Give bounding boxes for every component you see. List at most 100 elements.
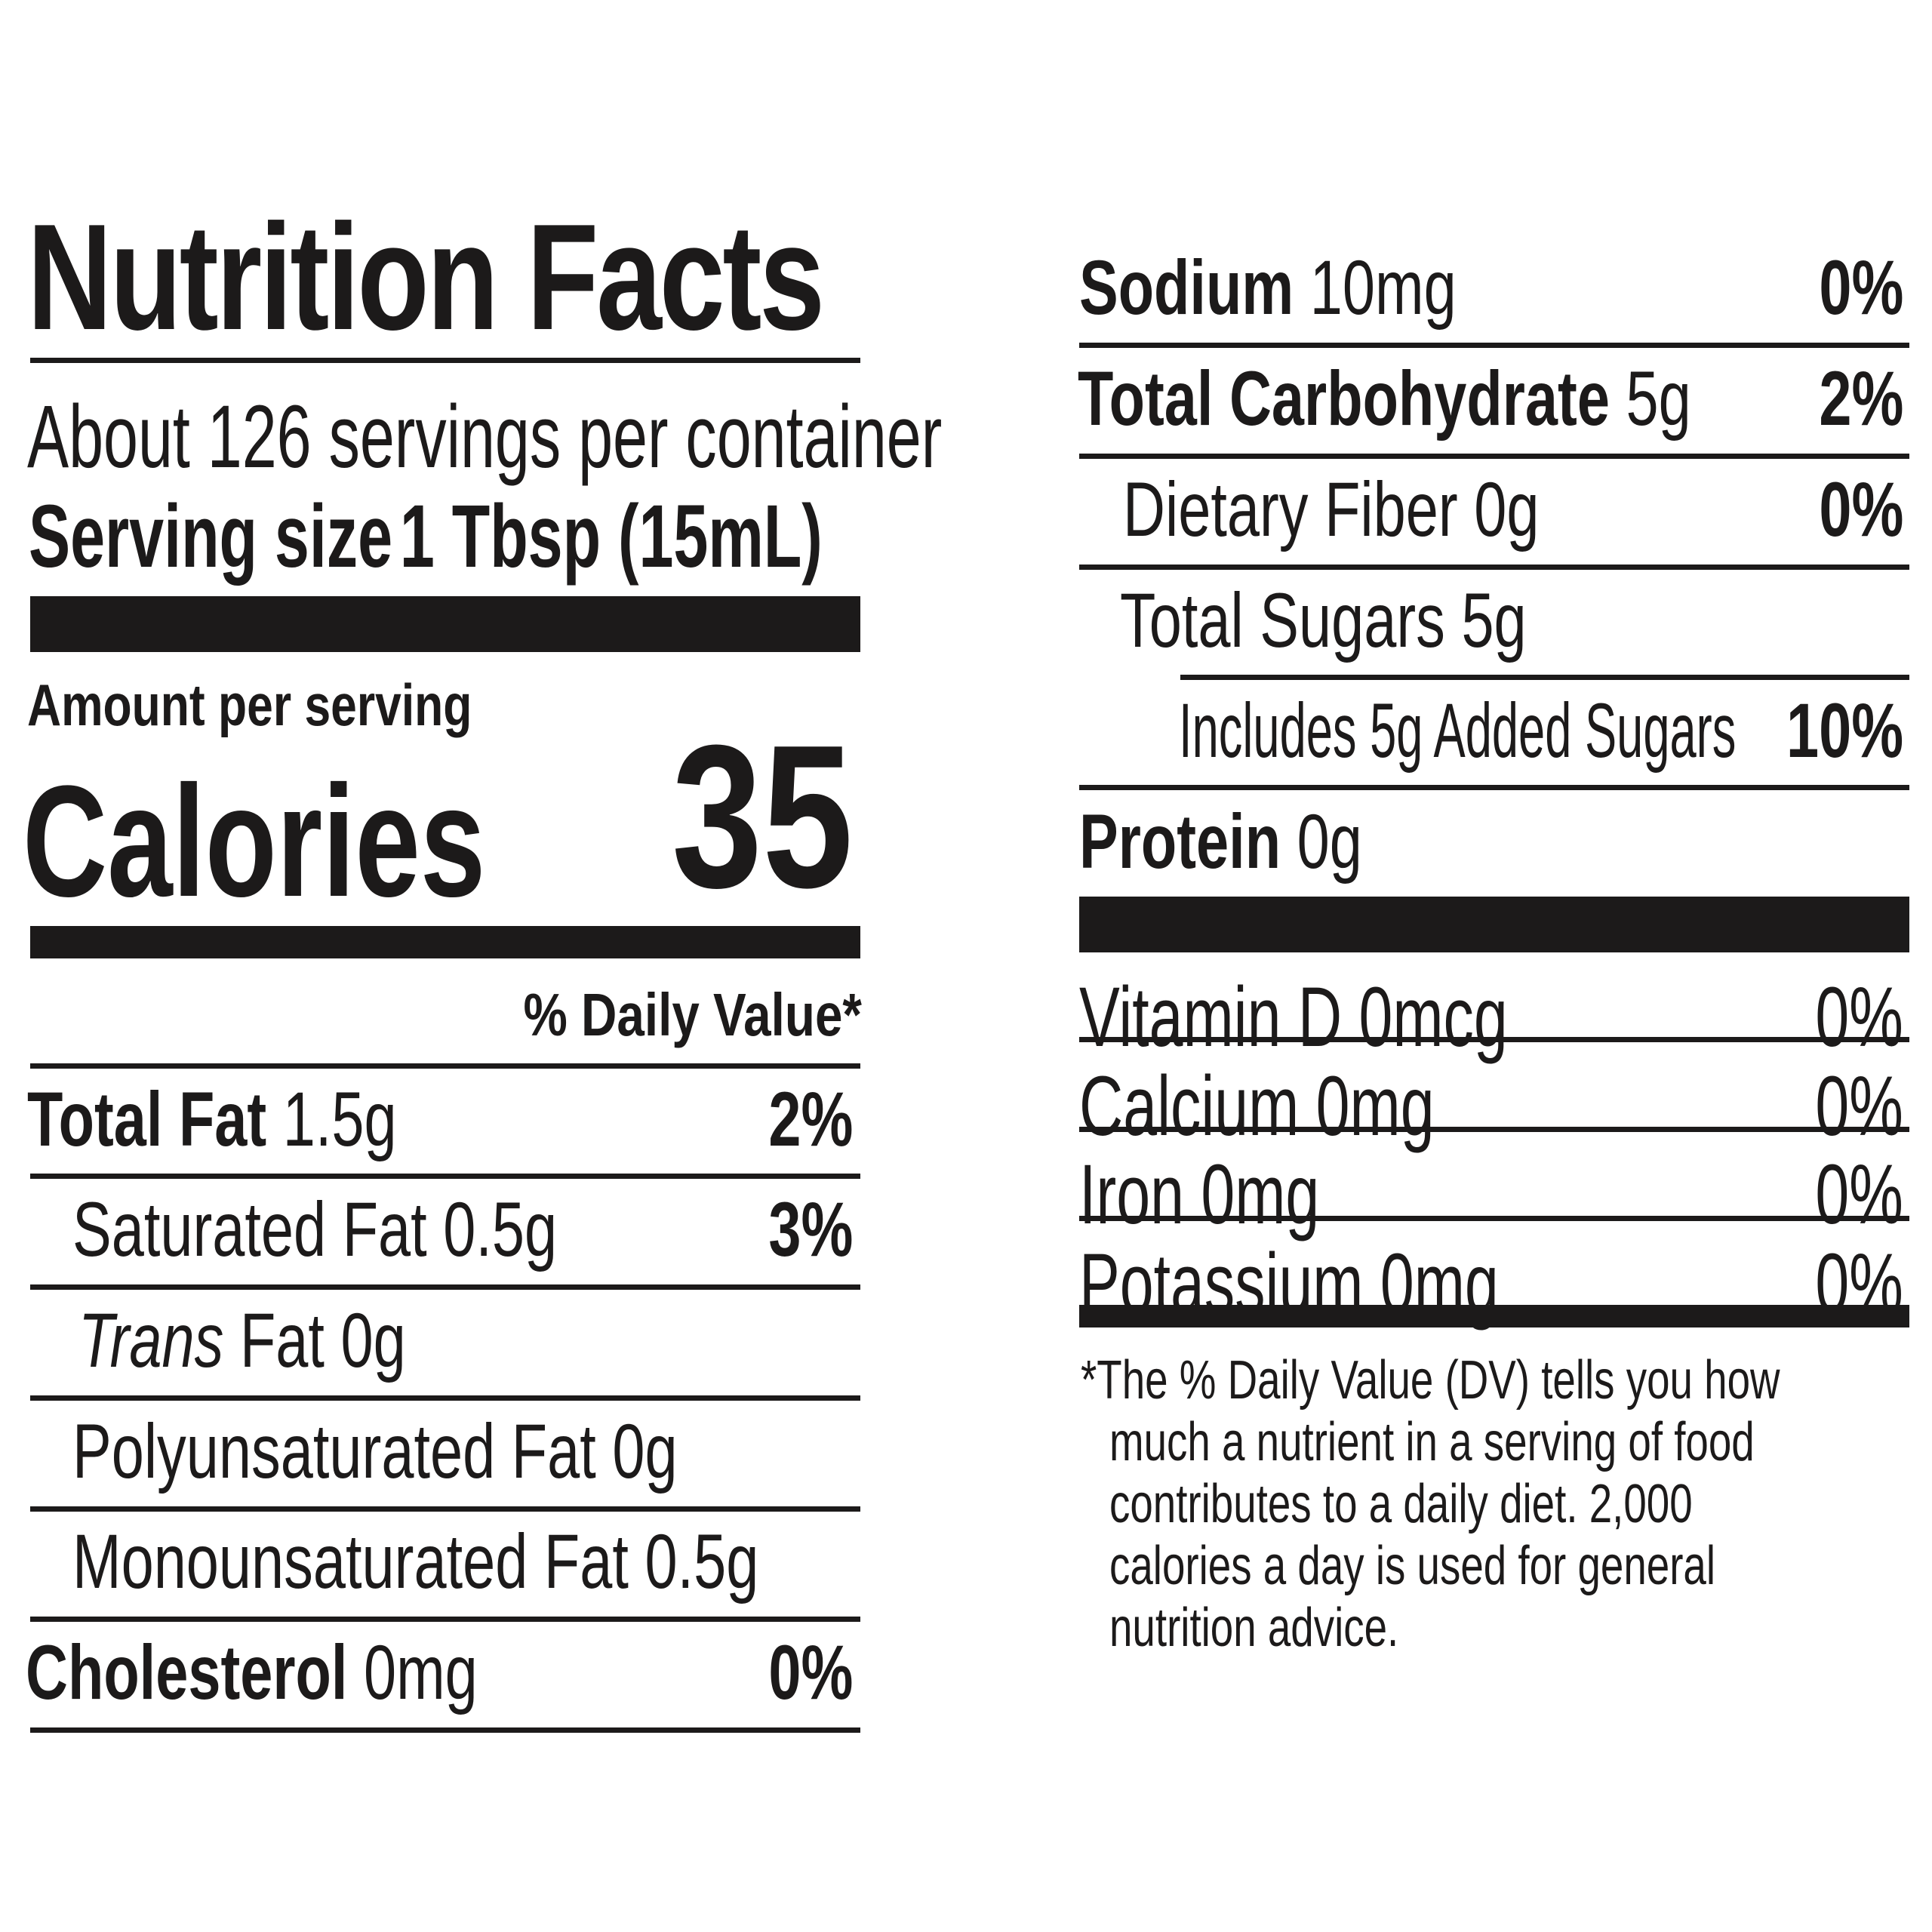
vitamin-amount: 0mg <box>1315 1059 1435 1153</box>
nutrient-dv-sodium: 0% <box>1728 249 1903 326</box>
row-rule <box>30 1284 860 1290</box>
nutrient-dv-total-fat: 2% <box>679 1081 853 1158</box>
nutrient-dv-cholesterol: 0% <box>679 1634 853 1711</box>
row-rule <box>1079 454 1909 459</box>
dv-header-rule <box>30 1063 860 1069</box>
dv-value: 2% <box>768 1076 853 1162</box>
footnote-text: contributes to a daily diet. 2,000 <box>1109 1474 1693 1534</box>
amount-per-serving: Amount per serving <box>27 675 583 734</box>
title-text: Nutrition Facts <box>27 193 825 361</box>
nutrient-amount: 0mg <box>363 1629 478 1715</box>
serving-thick-bar <box>30 596 860 652</box>
nutrient-row-saturated-fat: Saturated Fat 0.5g <box>72 1191 710 1268</box>
footnote-line: calories a day is used for general <box>1109 1539 1907 1593</box>
label-title: Nutrition Facts <box>27 202 1047 353</box>
nutrient-row-protein: Protein 0g <box>1079 803 1451 880</box>
serving-size: Serving size1 Tbsp (15mL) <box>29 492 1163 581</box>
nutrient-row-total-carbohydrate: Total Carbohydrate 5g <box>1078 360 1884 437</box>
servings-text: About 126 servings per container <box>27 387 943 487</box>
amount-per-serving-text: Amount per serving <box>27 672 472 738</box>
row-rule <box>30 1617 860 1622</box>
nutrient-row-polyunsaturated-fat: Polyunsaturated Fat 0g <box>72 1413 869 1490</box>
serving-size-label: Serving size <box>29 487 393 586</box>
nutrient-dv-dietary-fiber: 0% <box>1728 471 1903 548</box>
nutrient-amount: 0g <box>1474 466 1540 552</box>
vitamins-thick-bar <box>1079 1305 1909 1327</box>
nutrient-amount: 0g <box>1297 798 1362 884</box>
row-rule <box>30 1174 860 1179</box>
nutrient-row-dietary-fiber: Dietary Fiber 0g <box>1123 471 1671 548</box>
nutrient-name: Fat <box>239 1297 325 1383</box>
nutrient-name: Includes 5g Added Sugars <box>1179 688 1737 774</box>
daily-value-header-text: % Daily Value* <box>523 981 862 1048</box>
footnote-text: calories a day is used for general <box>1109 1536 1716 1596</box>
nutrient-row-sodium: Sodium 10mg <box>1079 249 1575 326</box>
row-rule <box>30 1395 860 1401</box>
vitamin-dv-vitamin-d: 0% <box>1728 975 1903 1060</box>
nutrient-row-cholesterol: Cholesterol 0mg <box>26 1634 620 1711</box>
vitamin-dv-iron: 0% <box>1728 1152 1903 1237</box>
footnote-line: *The % Daily Value (DV) tells you how <box>1081 1353 1932 1407</box>
nutrient-amount: 5g <box>1461 577 1527 663</box>
dv-value: 0% <box>1815 1059 1903 1153</box>
vitamin-name: Calcium <box>1079 1059 1300 1153</box>
nutrient-name: Saturated Fat <box>72 1186 427 1272</box>
vitamin-name: Iron <box>1079 1147 1184 1241</box>
nutrient-dv-total-carbohydrate: 2% <box>1728 360 1903 437</box>
nutrient-name: Polyunsaturated Fat <box>72 1408 596 1494</box>
vitamin-amount: 0mg <box>1201 1147 1320 1241</box>
nutrient-name: Total Sugars <box>1120 577 1445 663</box>
nutrient-name-italic: Trans <box>78 1297 224 1383</box>
nutrient-amount: 5g <box>1626 355 1691 441</box>
nutrient-row-total-fat: Total Fat 1.5g <box>27 1081 513 1158</box>
vitamin-name: Vitamin D <box>1079 970 1343 1064</box>
sugars-sub-rule <box>1180 675 1909 680</box>
nutrient-name: Monounsaturated Fat <box>72 1518 629 1604</box>
dv-value: 0% <box>1815 970 1903 1064</box>
row-rule <box>1079 1127 1909 1132</box>
row-rule <box>1079 343 1909 348</box>
row-rule <box>1079 1037 1909 1042</box>
nutrient-name: Protein <box>1079 798 1281 884</box>
row-rule <box>1079 785 1909 790</box>
row-rule <box>1079 1216 1909 1221</box>
nutrient-name: Cholesterol <box>26 1629 348 1715</box>
nutrient-row-total-sugars: Total Sugars 5g <box>1120 582 1655 659</box>
footnote-text: nutrition advice. <box>1109 1598 1399 1658</box>
calories-label: Calories <box>23 762 648 921</box>
nutrient-name: Total Fat <box>27 1076 267 1162</box>
calories-thick-bar <box>30 926 860 958</box>
servings-per-container: About 126 servings per container <box>27 392 1334 481</box>
nutrient-row-trans-fat: Trans Fat 0g <box>78 1302 509 1379</box>
dv-value: 0% <box>768 1629 853 1715</box>
dv-value: 0% <box>1818 245 1903 331</box>
row-rule <box>1079 565 1909 570</box>
nutrient-name: Total Carbohydrate <box>1078 355 1610 441</box>
serving-size-value: 1 Tbsp (15mL) <box>399 487 823 586</box>
vitamin-row-vitamin-d: Vitamin D 0mcg <box>1079 975 1674 1060</box>
nutrient-amount: 1.5g <box>282 1076 397 1162</box>
row-rule <box>30 1727 860 1733</box>
nutrient-amount: 0.5g <box>645 1518 759 1604</box>
daily-value-header: % Daily Value* <box>302 985 862 1045</box>
dv-value: 3% <box>768 1186 853 1272</box>
nutrient-dv-added-sugars: 10% <box>1728 692 1903 769</box>
vitamin-amount: 0mcg <box>1358 970 1508 1064</box>
vitamin-dv-calcium: 0% <box>1728 1064 1903 1149</box>
footnote-line: contributes to a daily diet. 2,000 <box>1109 1477 1877 1531</box>
title-rule <box>30 358 860 363</box>
nutrient-name: Sodium <box>1079 245 1294 331</box>
nutrient-amount: 0g <box>340 1297 406 1383</box>
footnote-text: much a nutrient in a serving of food <box>1109 1412 1755 1472</box>
footnote-line: much a nutrient in a serving of food <box>1109 1415 1932 1469</box>
dv-value: 0% <box>1818 466 1903 552</box>
nutrient-dv-saturated-fat: 3% <box>679 1191 853 1268</box>
nutrient-row-monounsaturated-fat: Monounsaturated Fat 0.5g <box>72 1523 975 1600</box>
nutrient-amount: 10mg <box>1309 245 1457 331</box>
nutrient-row-added-sugars: Includes 5g Added Sugars <box>1179 692 1932 769</box>
vitamin-row-iron: Iron 0mg <box>1079 1152 1413 1237</box>
nutrient-name: Dietary Fiber <box>1123 466 1458 552</box>
footnote-text: *The % Daily Value (DV) tells you how <box>1081 1350 1780 1411</box>
nutrient-amount: 0g <box>612 1408 678 1494</box>
dv-value: 2% <box>1818 355 1903 441</box>
